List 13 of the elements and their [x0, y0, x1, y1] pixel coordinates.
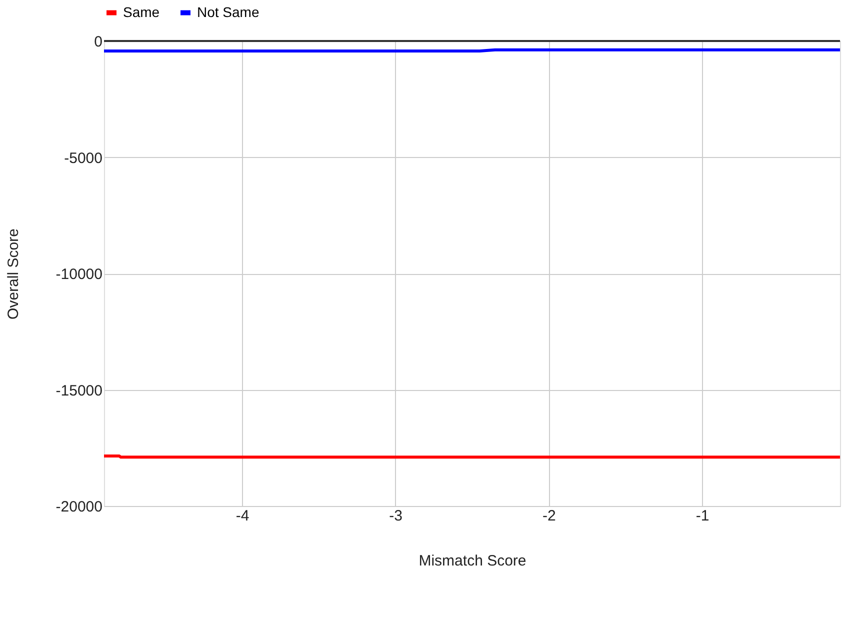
y-tick-label: -5000: [64, 150, 102, 167]
x-tick-label: -3: [389, 508, 403, 524]
x-axis-title: Mismatch Score: [418, 552, 526, 570]
legend-label: Same: [123, 4, 160, 20]
y-tick-label: -20000: [56, 498, 102, 516]
y-tick-label: -15000: [56, 382, 102, 400]
y-tick-label: 0: [94, 34, 102, 50]
x-tick-label: -4: [236, 508, 250, 524]
x-tick-label: -2: [542, 508, 556, 524]
legend-label: Not Same: [197, 4, 260, 20]
y-tick-label: -10000: [56, 266, 102, 283]
y-axis-title: Overall Score: [4, 228, 22, 320]
x-tick-label: -1: [696, 508, 710, 524]
